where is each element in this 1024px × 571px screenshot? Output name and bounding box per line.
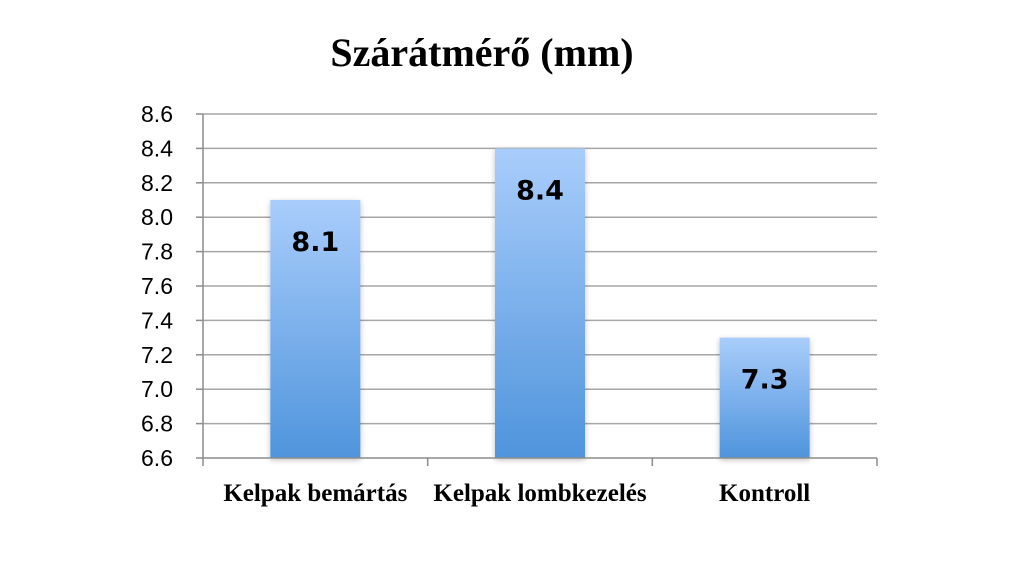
category-label: Kontroll — [719, 480, 810, 507]
y-tick-label: 7.0 — [141, 376, 173, 402]
category-labels: Kelpak bemártás Kelpak lombkezelés Kontrol… — [223, 480, 810, 507]
chart-title: Szárátmérő (mm) — [330, 30, 633, 75]
y-tick-label: 6.8 — [141, 411, 173, 437]
data-labels: 8.1 8.4 7.3 — [291, 175, 788, 395]
y-tick-label: 8.6 — [141, 101, 173, 127]
y-tick-label: 7.8 — [141, 239, 173, 265]
data-label: 8.1 — [291, 227, 339, 258]
y-tick-label: 7.6 — [141, 273, 173, 299]
data-label: 8.4 — [516, 175, 564, 206]
y-tick-label: 8.2 — [141, 170, 173, 196]
bar — [270, 200, 361, 458]
y-tick-label: 8.4 — [141, 135, 173, 161]
category-label: Kelpak bemártás — [223, 480, 407, 507]
y-tick-label: 8.0 — [141, 204, 173, 230]
bar — [719, 337, 810, 458]
bar — [495, 148, 585, 458]
y-tick-label: 6.6 — [141, 445, 173, 471]
x-axis — [202, 457, 878, 466]
bars — [270, 148, 810, 458]
data-label: 7.3 — [741, 365, 789, 396]
y-tick-label: 7.4 — [141, 307, 173, 333]
y-axis-tick-labels: 6.6 6.8 7.0 7.2 7.4 7.6 7.8 8.0 8.2 8.4 8.6 — [141, 101, 173, 471]
y-tick-label: 7.2 — [141, 342, 173, 368]
category-label: Kelpak lombkezelés — [433, 480, 646, 507]
